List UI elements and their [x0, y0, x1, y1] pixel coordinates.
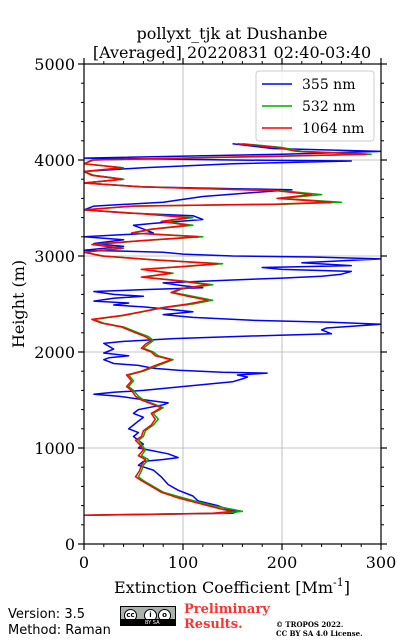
- y-axis-label: Height (m): [9, 260, 28, 348]
- preliminary-note: Preliminary Results.: [184, 602, 270, 632]
- y-tick-label: 4000: [34, 151, 75, 170]
- version-text: Version: 3.5: [8, 607, 85, 622]
- legend: 355 nm 532 nm 1064 nm: [255, 70, 375, 142]
- badge-label: BY SA: [145, 620, 160, 626]
- y-tick-label: 1000: [34, 439, 75, 458]
- method-text: Method: Raman: [8, 623, 111, 638]
- copyright-note: © TROPOS 2022. CC BY SA 4.0 License.: [276, 620, 363, 638]
- sa-icon: o: [158, 609, 171, 622]
- legend-entry: 1064 nm: [302, 121, 364, 137]
- x-tick-label: 100: [168, 553, 199, 572]
- chart-subtitle: [Averaged] 20220831 02:40-03:40: [93, 43, 371, 62]
- cc-license-badge: cc i o BY SA: [120, 606, 176, 626]
- x-tick-label: 0: [79, 553, 89, 572]
- chart-title: pollyxt_tjk at Dushanbe: [136, 24, 327, 43]
- series-line-355-nm: [84, 142, 381, 516]
- legend-entry: 355 nm: [302, 77, 355, 93]
- y-tick-label: 5000: [34, 55, 75, 74]
- x-axis-label: Extinction Coefficient [Mm-1]: [114, 576, 350, 597]
- plot-frame: [83, 63, 382, 545]
- series-lines: [84, 142, 381, 516]
- series-line-1064-nm: [84, 142, 367, 516]
- legend-box: [255, 70, 375, 142]
- y-tick-label: 3000: [34, 247, 75, 266]
- legend-entry: 532 nm: [302, 99, 355, 115]
- x-tick-label: 200: [267, 553, 298, 572]
- y-tick-label: 2000: [34, 343, 75, 362]
- y-tick-label: 0: [65, 535, 75, 554]
- x-tick-label: 300: [366, 553, 397, 572]
